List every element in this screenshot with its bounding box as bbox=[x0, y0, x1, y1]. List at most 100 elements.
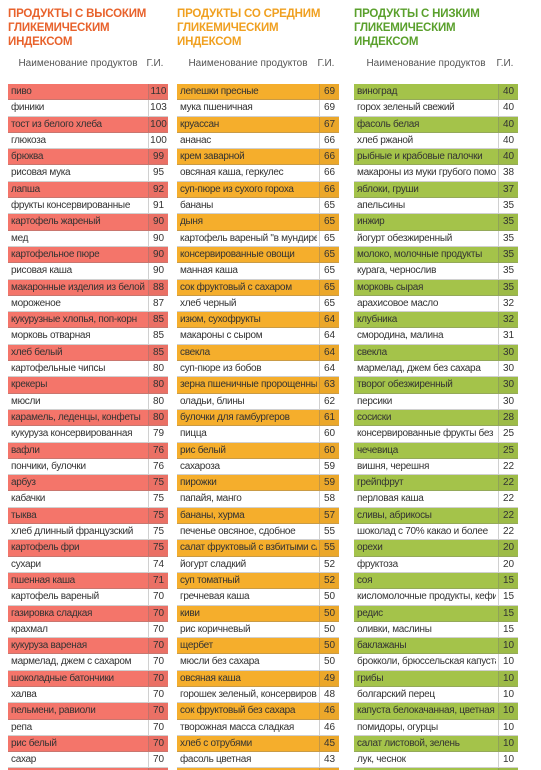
product-name: картофель вареный bbox=[11, 591, 99, 603]
table-row: пирожки 59 bbox=[177, 475, 339, 492]
product-name: рис коричневый bbox=[180, 623, 251, 635]
gi-value: 100 bbox=[148, 116, 168, 132]
gi-value: 50 bbox=[319, 654, 339, 670]
table-row: горох зеленый свежий 40 bbox=[354, 100, 518, 117]
table-row: пицца 60 bbox=[177, 426, 339, 443]
product-name: шоколадные батончики bbox=[11, 672, 114, 684]
table-row: папайя, манго 58 bbox=[177, 491, 339, 508]
gi-value: 110 bbox=[148, 84, 168, 100]
table-row: рис белый 60 bbox=[177, 442, 339, 459]
gi-value: 30 bbox=[498, 377, 518, 393]
product-name: арбуз bbox=[11, 477, 36, 489]
table-rows: пиво 110 финики 103 тост из белого хлеба 100 г… bbox=[8, 84, 168, 770]
gi-value: 28 bbox=[498, 409, 518, 426]
product-name: пельмени, равиоли bbox=[11, 705, 96, 717]
title-line1: ПРОДУКТЫ С НИЗКИМ bbox=[354, 8, 480, 20]
product-name: мука пшеничная bbox=[180, 102, 253, 114]
gi-value: 90 bbox=[148, 230, 168, 246]
gi-value: 48 bbox=[319, 686, 339, 703]
table-row: пельмени, равиоли 70 bbox=[8, 703, 168, 720]
gi-value: 46 bbox=[319, 719, 339, 735]
gi-value: 69 bbox=[319, 84, 339, 100]
table-row: манная каша 65 bbox=[177, 263, 339, 280]
table-row: кабачки 75 bbox=[8, 491, 168, 508]
table-row: оладьи, блины 62 bbox=[177, 393, 339, 410]
table-row: черника, голубика42 bbox=[177, 768, 339, 770]
gi-value: 76 bbox=[148, 442, 168, 458]
table-rows: виноград 40 горох зеленый свежий 40 фасоль б… bbox=[354, 84, 518, 770]
table-row: фруктоза 20 bbox=[354, 556, 518, 573]
product-name: свекла bbox=[357, 346, 387, 358]
product-name: молоко, молочные продукты bbox=[357, 248, 483, 260]
gi-value: 80 bbox=[148, 377, 168, 393]
gi-value: 59 bbox=[319, 458, 339, 475]
table-row: грибы 10 bbox=[354, 670, 518, 687]
gi-value: 85 bbox=[148, 328, 168, 344]
product-name: суп-пюре из бобов bbox=[180, 363, 262, 375]
product-name: сахар bbox=[11, 754, 37, 766]
table-row: сок фруктовый без сахара 46 bbox=[177, 703, 339, 720]
table-row: брюква 99 bbox=[8, 149, 168, 166]
table-row: хлеб ржаной 40 bbox=[354, 132, 518, 150]
product-name: фасоль цветная bbox=[180, 754, 252, 766]
product-name: мороженое bbox=[11, 297, 61, 309]
gi-value: 60 bbox=[319, 442, 339, 458]
product-name: рисовая каша bbox=[11, 265, 72, 277]
table-row: пиво 110 bbox=[8, 84, 168, 101]
product-name: макароны из муки грубого помола bbox=[357, 167, 496, 179]
product-name: карамель, леденцы, конфеты bbox=[11, 411, 141, 423]
gi-value: 15 bbox=[498, 605, 518, 621]
table-row: крем заварной 66 bbox=[177, 149, 339, 166]
gi-value: 75 bbox=[148, 524, 168, 540]
product-name: газировка сладкая bbox=[11, 607, 93, 619]
header-gi: Г.И. bbox=[146, 58, 164, 69]
gi-value: 99 bbox=[148, 149, 168, 165]
product-name: макаронные изделия из белой му bbox=[11, 281, 146, 293]
table-header: Наименование продуктов Г.И. bbox=[354, 58, 518, 72]
product-name: орехи bbox=[357, 542, 383, 554]
gi-value: 25 bbox=[498, 426, 518, 442]
product-name: мед bbox=[11, 232, 29, 244]
product-name: сливы, абрикосы bbox=[357, 509, 432, 521]
gi-value: 22 bbox=[498, 458, 518, 475]
gi-value: 66 bbox=[319, 132, 339, 149]
product-name: виноград bbox=[357, 86, 398, 97]
table-row: зерна пшеничные пророщенные 63 bbox=[177, 377, 339, 394]
table-row: тыква 75 bbox=[8, 507, 168, 525]
gi-value: 50 bbox=[319, 638, 339, 654]
gi-value: 75 bbox=[148, 475, 168, 491]
table-row: болгарский перец 10 bbox=[354, 686, 518, 704]
column-title: ПРОДУКТЫ С НИЗКИМ ГЛИКЕМИЧЕСКИМ ИНДЕКСОМ bbox=[354, 0, 518, 48]
product-name: овсяная каша bbox=[180, 672, 241, 684]
product-name: творожная масса сладкая bbox=[180, 721, 294, 733]
gi-value: 10 bbox=[498, 638, 518, 654]
table-row: газировка сладкая 70 bbox=[8, 605, 168, 622]
table-row: картофель фри 75 bbox=[8, 540, 168, 557]
product-name: киви bbox=[180, 607, 200, 619]
table-row: киви 50 bbox=[177, 605, 339, 622]
product-name: консервированные овощи bbox=[180, 248, 295, 260]
table-header: Наименование продуктов Г.И. bbox=[8, 58, 168, 72]
table-row: персики 30 bbox=[354, 393, 518, 410]
table-row: макаронные изделия из белой му 88 bbox=[8, 279, 168, 296]
table-row: репа 70 bbox=[8, 719, 168, 736]
gi-value: 20 bbox=[498, 540, 518, 556]
header-gi: Г.И. bbox=[496, 58, 514, 69]
gi-value: 10 bbox=[498, 654, 518, 670]
gi-value: 40 bbox=[498, 116, 518, 132]
product-name: редис bbox=[357, 607, 383, 619]
product-name: финики bbox=[11, 102, 45, 114]
gi-value: 80 bbox=[148, 409, 168, 426]
table-row: чечевица 25 bbox=[354, 442, 518, 459]
gi-value: 25 bbox=[498, 442, 518, 458]
product-name: тыква bbox=[11, 509, 37, 521]
product-name: морковь отварная bbox=[11, 330, 91, 342]
product-name: йогурт сладкий bbox=[180, 558, 246, 570]
gi-value: 35 bbox=[498, 263, 518, 279]
gi-value: 64 bbox=[319, 344, 339, 361]
table-row: соя 15 bbox=[354, 572, 518, 590]
product-name: консервированные фрукты без сахара bbox=[357, 428, 496, 440]
table-row: инжир 35 bbox=[354, 214, 518, 231]
table-row: пшенная каша 71 bbox=[8, 572, 168, 590]
gi-value: 80 bbox=[148, 393, 168, 409]
